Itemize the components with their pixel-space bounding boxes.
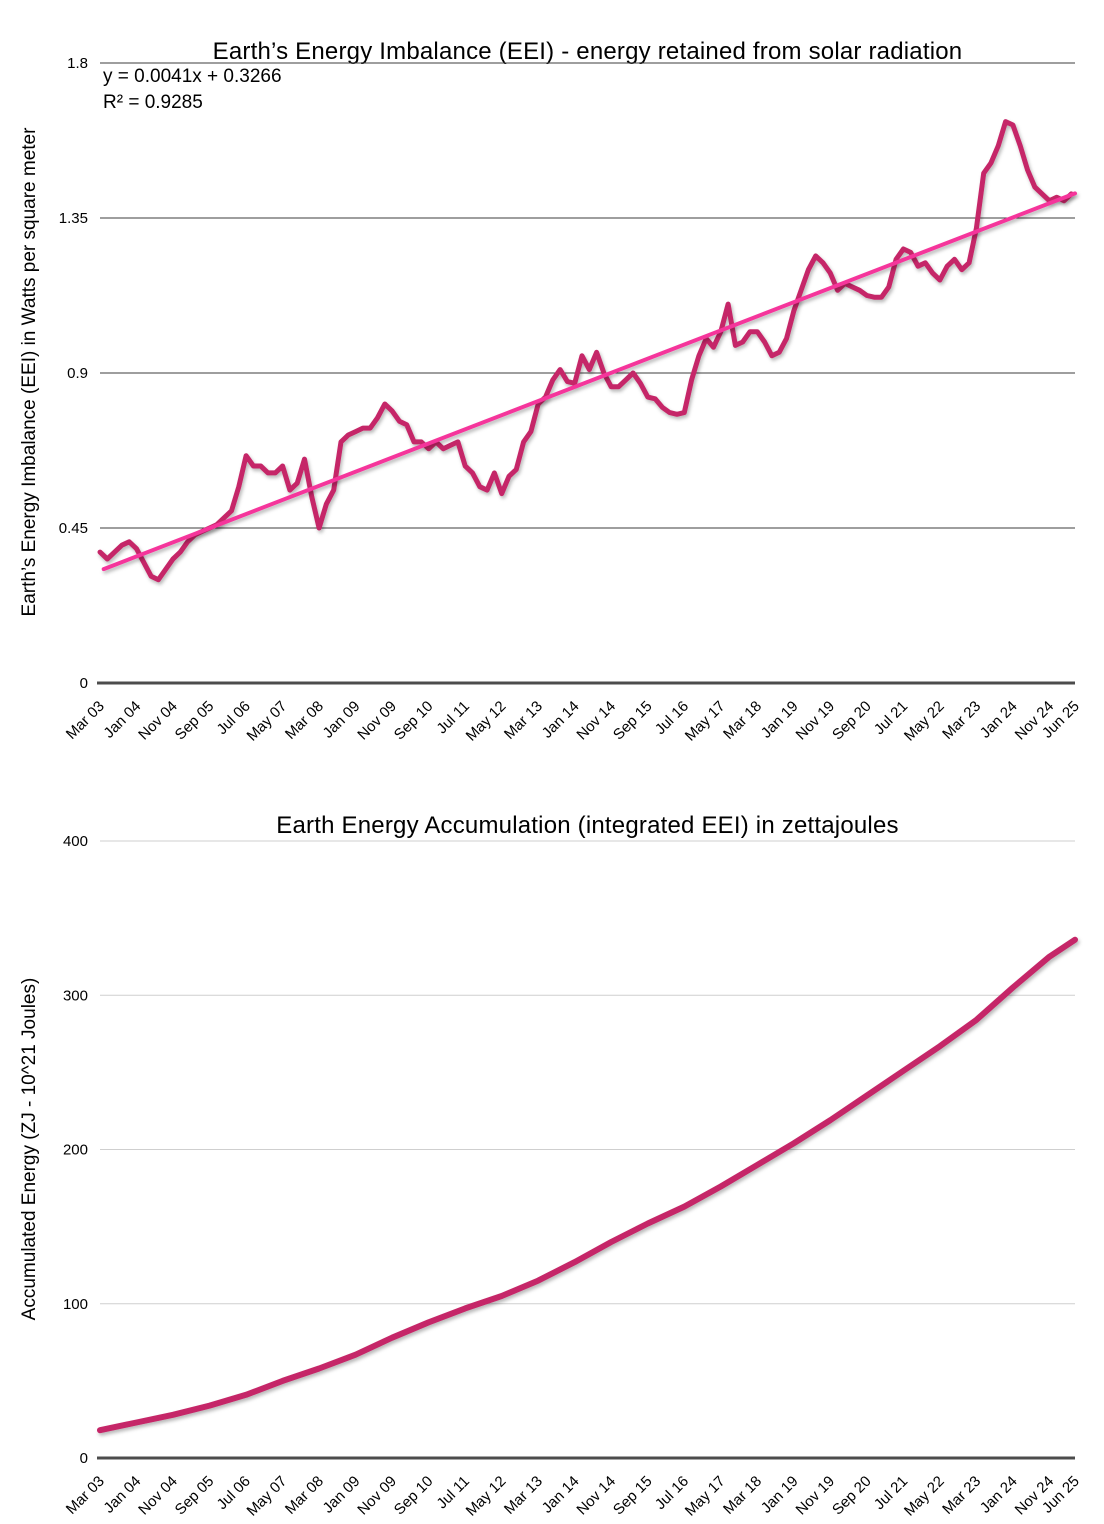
x-tick-label: Nov 09 xyxy=(354,1473,400,1519)
x-tick-label: Sep 15 xyxy=(610,1473,656,1519)
eei-chart-title: Earth’s Energy Imbalance (EEI) - energy … xyxy=(212,38,963,66)
trend-equation-label: y = 0.0041x + 0.3266 xyxy=(103,66,282,87)
x-tick-label: Mar 03 xyxy=(63,1473,108,1518)
series-accumulated-energy-zj xyxy=(97,936,1078,1434)
x-tick-label: Sep 20 xyxy=(829,1473,875,1519)
x-tick-label: Nov 14 xyxy=(573,1473,619,1519)
y-tick-label: 300 xyxy=(63,987,88,1004)
y-tick-label: 0.45 xyxy=(59,520,88,537)
y-tick-label: 400 xyxy=(63,833,88,850)
x-tick-label: May 22 xyxy=(901,1473,948,1520)
trend-annotation: y = 0.0041x + 0.3266 R² = 0.9285 xyxy=(103,64,282,116)
x-tick-label: May 07 xyxy=(244,1473,291,1520)
x-tick-label: Mar 18 xyxy=(720,1473,765,1518)
y-tick-label: 1.8 xyxy=(67,55,88,72)
trend-r-squared-label: R² = 0.9285 xyxy=(103,92,203,113)
x-tick-label: Mar 08 xyxy=(282,1473,327,1518)
y-tick-label: 1.35 xyxy=(59,210,88,227)
x-tick-label: May 17 xyxy=(682,1473,729,1520)
x-tick-label: Sep 10 xyxy=(391,1473,437,1519)
x-tick-label: Mar 13 xyxy=(501,1473,546,1518)
x-tick-label: Sep 05 xyxy=(172,1473,218,1519)
x-tick-label: Nov 19 xyxy=(793,1473,839,1519)
y-tick-label: 0.9 xyxy=(67,365,88,382)
y-tick-label: 0 xyxy=(80,675,88,692)
y-tick-label: 100 xyxy=(63,1296,88,1313)
accumulation-chart-title: Earth Energy Accumulation (integrated EE… xyxy=(276,812,899,840)
x-tick-label: May 12 xyxy=(463,1473,510,1520)
x-tick-label: Nov 04 xyxy=(135,1473,181,1519)
x-tick-label: Mar 23 xyxy=(939,1473,984,1518)
series-linear-trend xyxy=(101,191,1077,572)
series-eei-monthly-w-m xyxy=(97,119,1074,583)
y-tick-label: 0 xyxy=(80,1450,88,1467)
y-tick-label: 200 xyxy=(63,1142,88,1159)
